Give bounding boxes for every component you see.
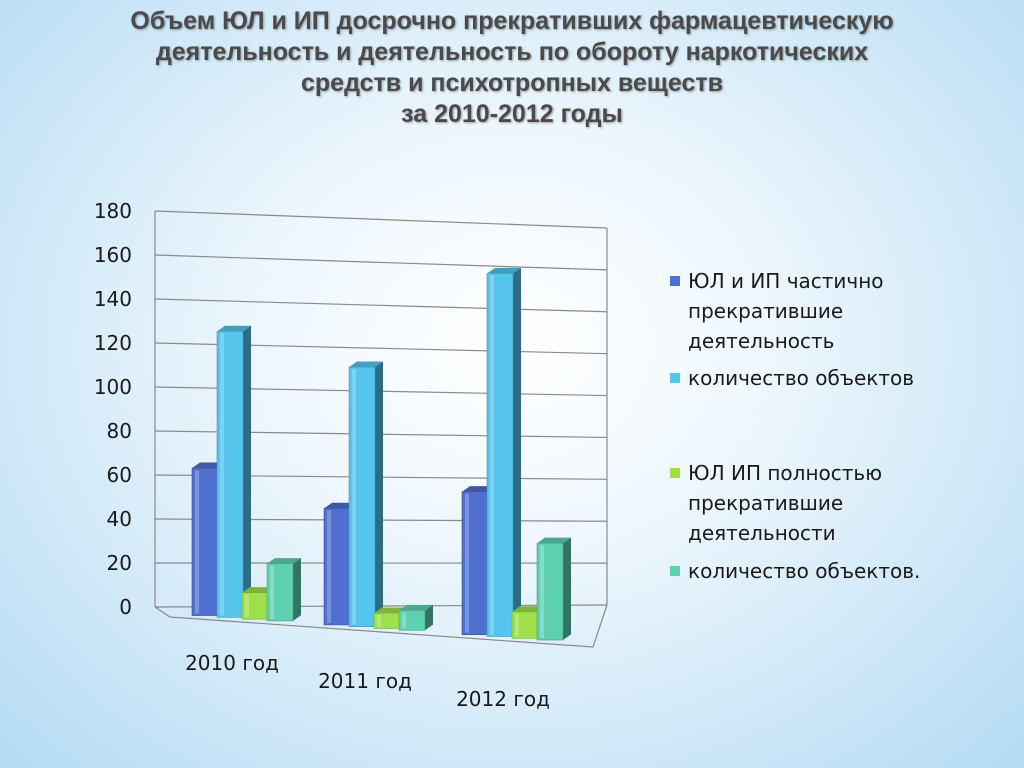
x-category-label: 2010 год	[185, 651, 279, 675]
bar-front	[241, 592, 269, 620]
legend-item: количество объектов	[670, 366, 914, 390]
bar-side	[563, 537, 571, 641]
chart-bars	[191, 267, 571, 641]
title-line-2: деятельность и деятельность по обороту н…	[155, 38, 869, 66]
bar-highlight	[270, 565, 274, 619]
bar-front	[486, 273, 514, 637]
y-tick-label: 120	[94, 331, 132, 355]
bar	[486, 267, 521, 637]
bar-highlight	[327, 510, 331, 623]
gridline	[154, 254, 608, 271]
bar-front	[536, 542, 564, 641]
bar	[398, 604, 433, 631]
floor-edge	[154, 606, 171, 618]
bar-top	[487, 267, 521, 274]
chart-legend: ЮЛ и ИП частично прекратившие деятельность…	[670, 269, 920, 583]
legend-label: прекратившие	[688, 491, 843, 515]
bar	[216, 325, 251, 618]
bar-side	[293, 558, 301, 621]
x-category-label: 2012 год	[456, 687, 550, 711]
bar-top	[217, 325, 251, 332]
bar-highlight	[402, 612, 406, 629]
gridline	[154, 298, 608, 313]
title-line-1: Объем ЮЛ и ИП досрочно прекративших фарм…	[130, 7, 894, 35]
legend-swatch	[670, 373, 680, 383]
bar-highlight	[245, 594, 249, 618]
y-tick-label: 60	[107, 463, 132, 487]
bar	[536, 537, 571, 641]
bar-side	[513, 267, 521, 637]
y-tick-label: 100	[94, 375, 132, 399]
bar-top	[349, 361, 383, 368]
bar-highlight	[515, 613, 519, 637]
page-title: Объем ЮЛ и ИП досрочно прекративших фарм…	[0, 6, 1024, 130]
bar-top	[537, 537, 571, 544]
title-line-3: средств и психотропных веществ	[300, 69, 723, 97]
title-line-4: за 2010-2012 годы	[401, 100, 623, 128]
gridline	[154, 210, 608, 229]
y-axis-ticks: 0 20 40 60 80 100 120 140 160 180	[94, 199, 132, 619]
y-tick-label: 40	[107, 507, 132, 531]
bar-top	[267, 558, 301, 564]
legend-label: деятельность	[688, 329, 834, 353]
y-tick-label: 0	[119, 595, 132, 619]
legend-item: количество объектов.	[670, 559, 920, 583]
legend-item: ЮЛ ИП полностью прекратившие деятельности	[670, 461, 882, 545]
y-tick-label: 140	[94, 287, 132, 311]
bar-front	[191, 467, 219, 616]
x-axis-categories: 2010 год 2011 год 2012 год	[185, 651, 550, 711]
bar-highlight	[220, 333, 224, 616]
bar-side	[425, 604, 433, 631]
x-category-label: 2011 год	[318, 669, 412, 693]
y-tick-label: 180	[94, 199, 132, 223]
legend-item: ЮЛ и ИП частично прекратившие деятельность	[670, 269, 884, 353]
y-tick-label: 80	[107, 419, 132, 443]
bar	[266, 558, 301, 622]
legend-label: количество объектов.	[688, 559, 920, 583]
floor-edge	[592, 604, 608, 648]
bar-highlight	[540, 545, 544, 639]
legend-swatch	[670, 566, 680, 576]
floor-edge	[169, 616, 594, 648]
y-tick-label: 160	[94, 243, 132, 267]
legend-label: ЮЛ и ИП частично	[688, 269, 884, 293]
y-tick-label: 20	[107, 551, 132, 575]
bar-front	[266, 563, 294, 622]
bar-highlight	[352, 369, 356, 625]
legend-label: ЮЛ ИП полностью	[688, 461, 882, 485]
bar-side	[243, 325, 251, 618]
legend-label: прекратившие	[688, 299, 843, 323]
bar-front	[348, 366, 376, 627]
bar-top	[399, 604, 433, 611]
legend-swatch	[670, 468, 680, 478]
bar	[348, 361, 383, 627]
legend-label: количество объектов	[688, 366, 914, 390]
bar-highlight	[465, 493, 469, 633]
bar-highlight	[195, 470, 199, 614]
bar-highlight	[377, 615, 381, 627]
bar-highlight	[490, 275, 494, 635]
legend-swatch	[670, 276, 680, 286]
legend-label: деятельности	[688, 521, 836, 545]
bar-side	[375, 361, 383, 627]
